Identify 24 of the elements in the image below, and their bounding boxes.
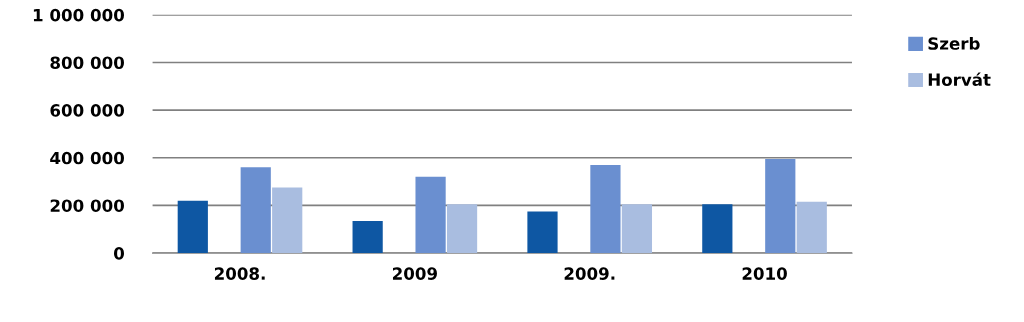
y-tick-label: 200 000 [50,199,124,213]
legend-label: Horvát [928,72,991,86]
bar [527,211,558,254]
y-tick-label: 0 [114,247,124,260]
x-tick-label: 2009 [392,267,437,280]
legend-label: Szerb [928,36,980,50]
bar [415,176,446,254]
x-tick-label: 2010 [742,267,787,280]
bar [352,220,383,254]
y-tick-label: 800 000 [50,56,124,70]
bar [177,200,208,254]
bar [590,164,621,254]
bar [702,204,733,254]
bar [446,204,478,254]
y-tick-label: 1 000 000 [33,8,124,22]
y-tick-label: 600 000 [50,104,124,117]
bar [765,158,796,254]
bar [796,201,827,254]
bar [240,167,271,254]
bar [621,204,653,254]
x-tick-label: 2009. [564,267,615,280]
y-tick-label: 400 000 [50,151,124,165]
bar [272,187,303,254]
x-tick-label: 2008. [214,267,265,280]
